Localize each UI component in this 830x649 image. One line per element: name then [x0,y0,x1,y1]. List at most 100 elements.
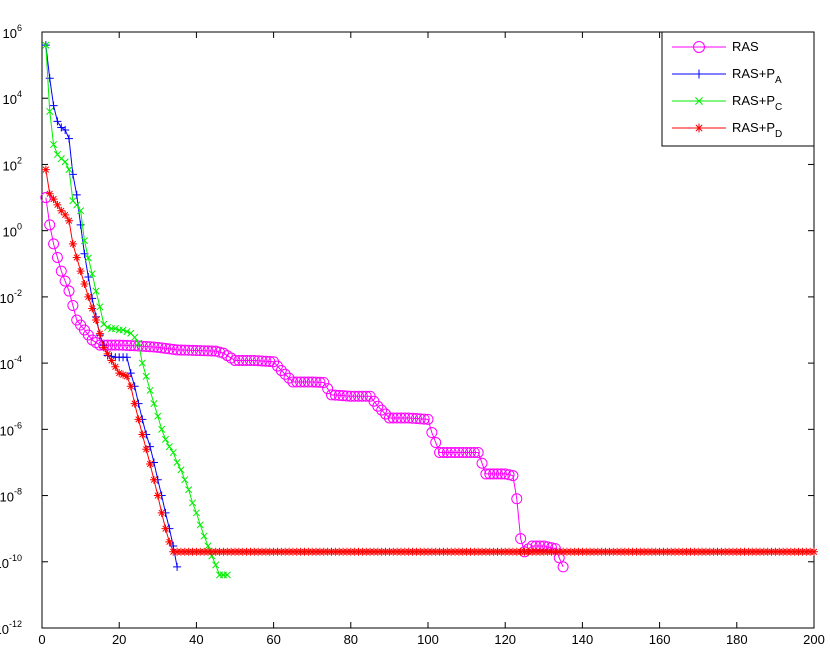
data-point-circle [395,412,407,424]
data-point-circle [179,344,191,356]
data-point-star [65,216,74,225]
x-tick-label: 100 [417,632,439,647]
data-point-x [88,270,96,278]
data-point-plus [76,220,85,229]
legend-entry: RAS+PA [672,66,782,86]
y-tick-base: 10 [3,158,17,173]
y-tick-label: 10-12 [0,619,22,637]
y-tick-base: 10 [3,92,17,107]
data-point-circle [279,368,291,380]
data-point-circle [190,345,202,357]
data-point-star [107,356,116,365]
data-point-x [46,107,54,115]
data-point-circle [198,345,210,357]
data-point-plus [173,562,182,571]
data-point-circle [337,390,349,402]
y-tick-label: 104 [3,89,22,107]
data-point-circle [491,468,503,480]
data-point-x [173,458,181,466]
data-point-star [119,370,128,379]
data-point-circle [144,341,156,353]
data-point-circle [488,468,500,480]
data-point-circle [148,341,160,353]
data-point-circle [133,340,144,352]
y-tick-label: 10-2 [0,288,22,306]
data-point-star [149,475,158,484]
data-point-circle [156,342,168,354]
data-point-plus [53,117,62,126]
data-point-star [57,206,66,215]
data-point-circle [353,390,365,402]
data-point-circle [248,354,260,366]
y-tick-base: 10 [0,423,14,438]
series-ras-p-d [41,165,818,556]
data-point-star [76,267,85,276]
data-point-circle [40,192,52,204]
data-point-circle [252,355,264,367]
x-tick-label: 140 [572,632,594,647]
data-point-x [177,466,185,474]
data-point-x [92,287,100,295]
x-tick-label: 160 [649,632,671,647]
data-point-circle [152,341,164,353]
data-point-x [42,41,50,49]
legend-label: RAS+PA [732,66,782,86]
data-point-circle [175,344,187,356]
data-point-circle [244,354,256,366]
data-point-star [53,200,62,209]
data-point-star [49,195,58,204]
legend-box [661,31,815,147]
data-point-x [196,521,204,529]
data-point-x [204,542,212,550]
data-point-circle [214,346,226,358]
data-point-plus [84,272,93,281]
legend-label-subscript: D [775,129,782,140]
data-point-plus [68,170,77,179]
data-point-star [161,524,170,533]
data-point-x [65,166,73,174]
data-point-circle [422,413,434,425]
data-point-circle [407,412,419,424]
data-point-circle [360,390,372,402]
y-tick-exponent: -10 [9,553,22,563]
data-point-x [131,333,139,341]
data-point-circle [117,339,129,351]
data-point-circle [468,446,480,458]
x-tick-label: 180 [726,632,748,647]
data-point-star [134,415,143,424]
data-point-circle [48,238,60,250]
y-tick-label: 10-6 [0,420,22,438]
data-point-circle [271,360,283,372]
data-point-x [161,435,170,443]
y-tick-label: 10-8 [0,487,22,505]
data-point-x [200,532,208,540]
data-point-circle [237,354,249,366]
data-point-circle [163,343,175,355]
data-point-star [157,508,166,517]
data-point-x [142,372,150,380]
y-tick-exponent: 4 [17,89,22,99]
data-point-star [153,491,162,500]
data-point-x [50,140,58,149]
data-point-circle [302,376,314,388]
legend-label-subscript: C [775,102,782,113]
y-tick-base: 10 [0,490,14,505]
data-point-star [103,349,112,358]
data-point-circle [333,389,345,401]
data-point-x [138,359,146,367]
data-point-circle [167,343,179,355]
data-point-circle [515,533,527,545]
data-point-circle [480,468,492,480]
data-point-circle [206,345,218,357]
data-point-circle [109,339,121,351]
y-tick-base: 10 [0,291,14,306]
data-point-x [169,448,177,457]
data-point-circle [437,446,449,458]
y-tick-base: 10 [3,225,17,240]
data-point-circle [326,389,337,401]
data-point-x [119,326,127,334]
data-point-star [694,123,704,133]
data-point-x [212,561,220,569]
data-point-circle [461,446,473,458]
